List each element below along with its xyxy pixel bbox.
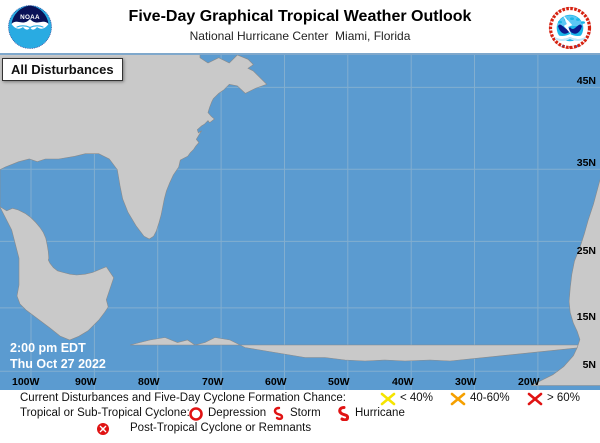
svg-text:2:00 pm EDT: 2:00 pm EDT	[10, 341, 86, 355]
svg-text:25N: 25N	[577, 245, 596, 257]
svg-text:15N: 15N	[577, 311, 596, 323]
svg-text:80W: 80W	[138, 376, 160, 388]
svg-text:5N: 5N	[583, 359, 596, 371]
svg-text:100W: 100W	[12, 376, 40, 388]
svg-text:45N: 45N	[577, 75, 596, 87]
svg-text:40W: 40W	[392, 376, 414, 388]
svg-text:20W: 20W	[518, 376, 540, 388]
svg-text:70W: 70W	[202, 376, 224, 388]
svg-text:Thu Oct 27 2022: Thu Oct 27 2022	[10, 357, 106, 371]
svg-text:35N: 35N	[577, 157, 596, 169]
svg-text:60W: 60W	[265, 376, 287, 388]
svg-text:30W: 30W	[455, 376, 477, 388]
svg-text:90W: 90W	[75, 376, 97, 388]
svg-text:50W: 50W	[328, 376, 350, 388]
